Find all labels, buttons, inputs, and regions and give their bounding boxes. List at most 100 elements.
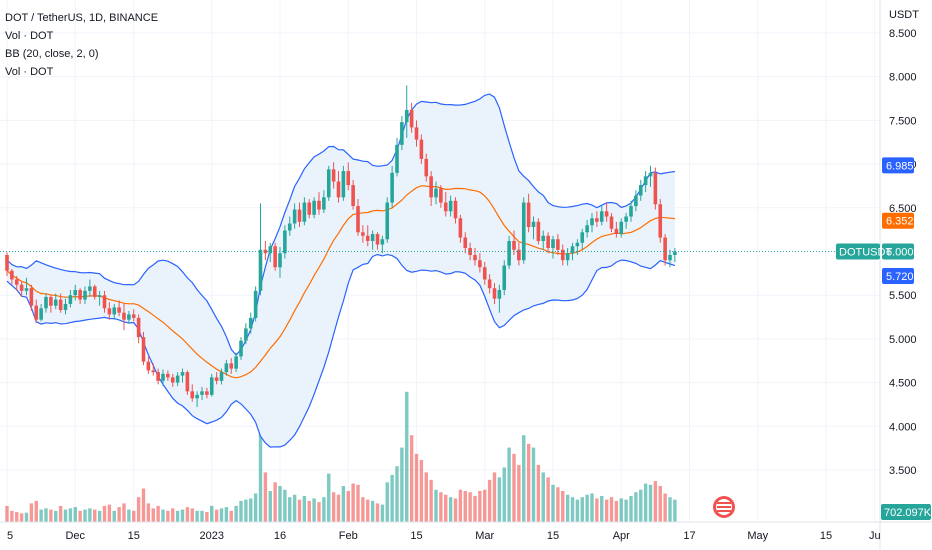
volume-bar [419, 460, 424, 522]
candle-body [487, 279, 492, 289]
volume-bar [224, 507, 229, 522]
candle-body [10, 270, 14, 280]
volume-bars [5, 391, 677, 522]
volume-bar [44, 508, 48, 522]
volume-bar [102, 505, 107, 522]
price-tick-label: 7.500 [889, 115, 917, 127]
volume-bar [288, 497, 292, 522]
candle-body [14, 279, 19, 285]
candle-body [63, 303, 68, 311]
candle-body [570, 246, 575, 254]
volume-bar [595, 498, 599, 522]
candle-body [205, 391, 209, 395]
bb-lower-tag-bg [882, 267, 914, 284]
time-tick-label: 15 [410, 530, 422, 542]
volume-bar [536, 464, 541, 522]
candle-body [39, 308, 43, 320]
candle-body [229, 363, 234, 369]
candle-body [200, 391, 204, 395]
volume-bar [405, 391, 409, 522]
candle-body [49, 296, 53, 306]
candle-body [468, 248, 472, 255]
volume-bar [526, 443, 531, 522]
indicator-volume[interactable]: Vol · DOT [5, 30, 54, 42]
volume-bar [565, 494, 570, 522]
candle-body [434, 188, 438, 198]
volume-bar [73, 507, 77, 522]
time-tick-label: 17 [683, 530, 695, 542]
volume-bar [648, 484, 653, 522]
volume-bar [643, 483, 648, 522]
volume-bar [663, 493, 667, 522]
volume-bar [468, 492, 472, 522]
volume-bar [366, 499, 370, 522]
volume-bar [312, 498, 316, 522]
bollinger-lower [6, 253, 676, 448]
symbol-title[interactable]: DOT / TetherUS, 1D, BINANCE [5, 12, 159, 24]
candle-body [482, 267, 487, 280]
volume-bar [273, 482, 277, 522]
candle-body [297, 209, 302, 222]
symbol-tag: DOTUSDT [839, 247, 892, 259]
volume-bar [624, 499, 628, 522]
indicator-volume-2[interactable]: Vol · DOT [5, 66, 54, 78]
candle-body [614, 228, 619, 235]
candle-body [526, 202, 531, 228]
bb-basis-tag: 6.352 [886, 216, 914, 228]
volume-bar [39, 509, 43, 522]
candle-body [478, 260, 482, 268]
volume-bar [546, 477, 550, 522]
candle-body [663, 237, 667, 261]
bb-lower-tag: 5.720 [886, 271, 914, 283]
candle-body [375, 234, 380, 245]
volume-bar [556, 487, 560, 522]
volume-bar [570, 497, 575, 522]
candle-body [117, 307, 121, 313]
volume-bar [166, 510, 170, 522]
candle-body [92, 286, 97, 297]
volume-bar [34, 500, 38, 522]
candle-body [575, 242, 580, 247]
price-tick-label: 4.000 [889, 421, 917, 433]
candle-body [131, 314, 136, 318]
volume-bar [268, 491, 272, 522]
candlesticks [5, 85, 677, 408]
candle-body [673, 251, 677, 255]
candle-body [73, 289, 78, 296]
volume-bar [507, 447, 511, 522]
time-tick-label: 15 [547, 530, 559, 542]
candle-body [258, 249, 263, 291]
bollinger-upper [6, 93, 675, 356]
volume-bar [356, 484, 360, 522]
indicator-bollinger[interactable]: BB (20, close, 2, 0) [5, 48, 99, 60]
volume-bar [297, 499, 302, 522]
volume-bar [600, 495, 604, 522]
volume-bar [161, 509, 165, 522]
price-tick-label: 5.500 [889, 290, 917, 302]
us-flag-stripe-1 [717, 502, 731, 504]
volume-bar [244, 499, 248, 522]
candle-body [19, 284, 24, 291]
volume-bar [434, 489, 438, 522]
volume-bar [327, 473, 331, 522]
volume-bar [63, 509, 68, 522]
volume-bar [132, 510, 136, 522]
volume-bar [249, 498, 253, 522]
candle-body [648, 172, 653, 177]
volume-bar [590, 493, 594, 522]
volume-bar [361, 497, 365, 522]
volume-bar [336, 494, 341, 522]
volume-bar [541, 472, 545, 522]
volume-bar [88, 508, 92, 522]
volume-bar [439, 492, 443, 522]
earnings-flag[interactable] [713, 496, 735, 518]
volume-bar [127, 509, 131, 522]
volume-bar [58, 505, 63, 522]
volume-bar [375, 503, 380, 522]
price-tick-label: 5.000 [889, 334, 917, 346]
volume-bar [639, 489, 643, 522]
price-tags: 6.985 6.352 6.000 5.720 DOTUSDT 702.097K [836, 157, 932, 520]
candle-body [400, 122, 404, 145]
